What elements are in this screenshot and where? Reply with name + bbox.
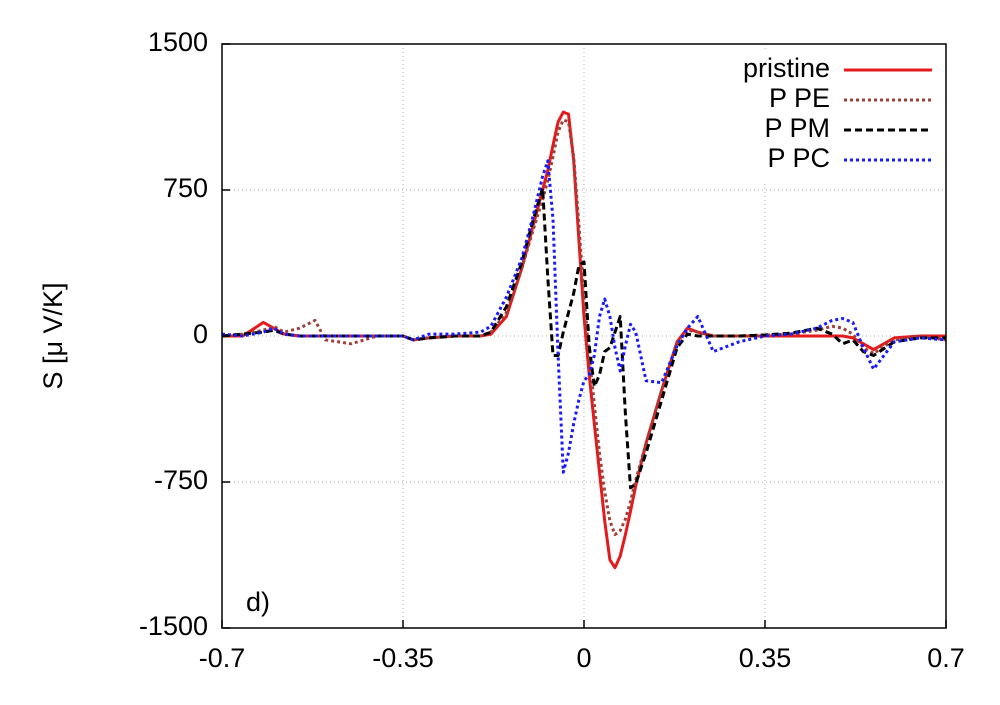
legend-label: P PC [767, 143, 830, 173]
y-tick-label: -750 [154, 465, 208, 495]
ticks: -0.7 -0.35 0 0.35 0.7 -1500 -750 0 750 1500 [139, 27, 965, 673]
x-tick-label: 0.7 [927, 643, 965, 673]
legend-label: P PE [769, 83, 830, 113]
legend-label: P PM [764, 113, 830, 143]
series-line [222, 186, 946, 490]
panel-annotation: d) [246, 587, 270, 617]
y-tick-label: 750 [163, 173, 208, 203]
x-tick-label: 0 [576, 643, 591, 673]
x-tick-label: 0.35 [739, 643, 792, 673]
series-line [222, 159, 946, 474]
y-tick-label: -1500 [139, 611, 208, 641]
y-axis-label: S [μ V/K] [38, 282, 68, 389]
x-tick-label: -0.7 [199, 643, 246, 673]
legend-label: pristine [743, 53, 830, 83]
legend-background [600, 52, 940, 184]
x-tick-label: -0.35 [372, 643, 434, 673]
y-tick-label: 1500 [148, 27, 208, 57]
y-tick-label: 0 [193, 319, 208, 349]
plot-lines [222, 110, 946, 570]
